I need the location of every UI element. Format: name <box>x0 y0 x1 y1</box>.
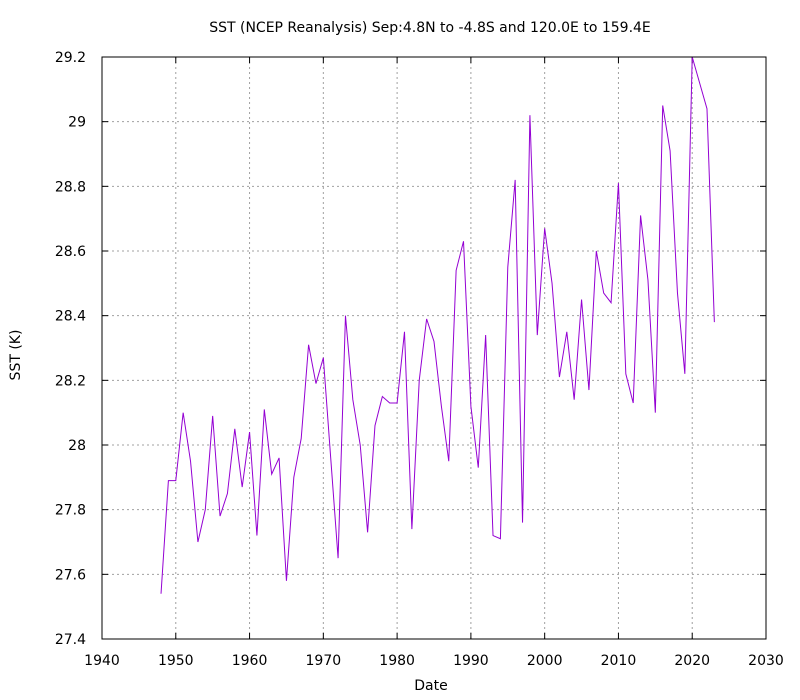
y-tick-label: 28.8 <box>55 179 86 195</box>
plot-frame <box>101 56 767 640</box>
series-layer <box>160 56 715 594</box>
y-tick-label: 29 <box>68 115 86 131</box>
x-tick-label: 1980 <box>379 653 415 669</box>
x-tick-label: 2020 <box>674 653 710 669</box>
axis-ticks <box>101 56 767 640</box>
chart-title: SST (NCEP Reanalysis) Sep:4.8N to -4.8S … <box>209 20 651 36</box>
x-tick-label: 1950 <box>158 653 194 669</box>
y-tick-label: 28 <box>68 438 86 454</box>
x-tick-label: 1940 <box>84 653 120 669</box>
tick-labels: 1940 1950 1960 1970 1980 1990 2000 2010 2020 2030… <box>55 50 784 669</box>
x-tick-label: 1960 <box>232 653 268 669</box>
y-axis-label: SST (K) <box>8 330 24 381</box>
sst-series-line <box>160 56 715 594</box>
y-tick-label: 28.4 <box>55 309 86 325</box>
x-axis-label: Date <box>414 678 447 694</box>
y-tick-label: 28.6 <box>55 244 86 260</box>
x-tick-label: 1990 <box>453 653 489 669</box>
y-tick-label: 28.2 <box>55 373 86 389</box>
x-tick-label: 2030 <box>748 653 784 669</box>
y-tick-label: 29.2 <box>55 50 86 66</box>
x-tick-label: 2010 <box>601 653 637 669</box>
grid-lines <box>102 57 766 639</box>
x-tick-label: 2000 <box>527 653 563 669</box>
y-tick-label: 27.8 <box>55 503 86 519</box>
y-tick-label: 27.4 <box>55 632 86 648</box>
y-tick-label: 27.6 <box>55 567 86 583</box>
x-tick-label: 1970 <box>306 653 342 669</box>
